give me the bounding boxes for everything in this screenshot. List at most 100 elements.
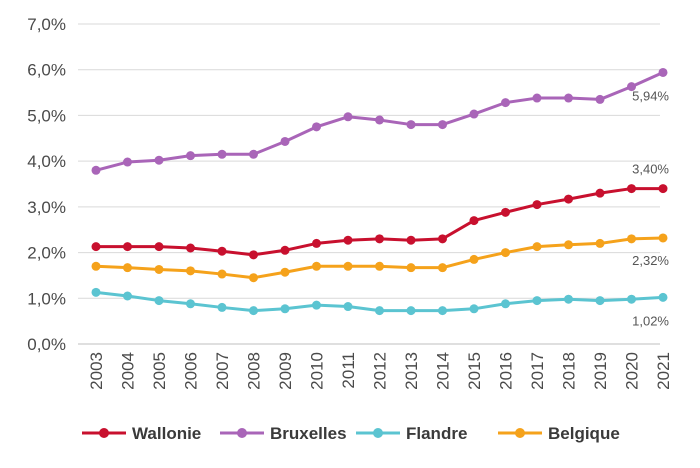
x-tick-label: 2004 [119,352,138,390]
data-point-bruxelles [438,120,447,130]
data-point-bruxelles [123,157,132,167]
x-tick-label: 2006 [182,352,201,390]
data-point-flandre [186,299,195,309]
data-point-belgique [312,261,321,271]
data-point-bruxelles [312,122,321,132]
data-point-bruxelles [627,82,636,92]
data-point-belgique [217,269,227,279]
data-point-wallonie [343,235,353,245]
y-tick-label: 4,0% [27,152,66,171]
legend-label-belgique: Belgique [548,424,620,443]
data-point-wallonie [91,242,101,252]
data-point-belgique [658,233,668,243]
data-point-wallonie [564,194,573,204]
end-labels: 3,40% 5,94% 1,02% 2,32% [632,88,669,328]
data-point-wallonie [406,235,416,245]
data-point-flandre [154,296,164,306]
data-point-wallonie [438,234,447,244]
legend-marker-wallonie [99,428,109,438]
end-label-flandre: 1,02% [632,313,669,328]
data-point-wallonie [595,188,605,198]
data-point-flandre [123,291,132,301]
x-tick-label: 2020 [623,352,642,390]
series-lines [91,67,668,316]
data-point-belgique [123,263,132,273]
data-point-bruxelles [501,98,510,108]
data-point-belgique [438,263,447,273]
x-tick-label: 2017 [528,352,547,390]
data-point-bruxelles [186,151,195,161]
x-axis: 2003 2004 2005 2006 2007 2008 2009 2010 2011 2012… [87,352,673,390]
data-point-belgique [91,261,101,271]
data-point-wallonie [123,242,132,252]
data-point-flandre [532,296,542,306]
legend-marker-flandre [373,428,383,438]
data-point-bruxelles [532,93,542,103]
x-tick-label: 2013 [402,352,421,390]
x-tick-label: 2016 [497,352,516,390]
data-point-bruxelles [280,136,290,146]
x-tick-label: 2009 [276,352,295,390]
data-point-flandre [595,296,605,306]
data-point-wallonie [627,184,636,194]
end-label-wallonie: 3,40% [632,162,669,177]
data-point-wallonie [532,200,542,210]
data-point-belgique [154,264,164,274]
data-point-wallonie [280,245,290,255]
y-tick-label: 3,0% [27,198,66,217]
legend-label-bruxelles: Bruxelles [270,424,347,443]
x-tick-label: 2015 [465,352,484,390]
y-tick-label: 1,0% [27,289,66,308]
legend-label-flandre: Flandre [406,424,467,443]
data-point-bruxelles [217,149,227,159]
legend: Wallonie Bruxelles Flandre Belgique [82,424,620,443]
data-point-flandre [343,302,353,312]
data-point-bruxelles [249,149,258,159]
data-point-wallonie [658,184,668,194]
x-tick-label: 2011 [339,352,358,389]
data-point-wallonie [375,234,384,244]
series-line-belgique [95,236,664,280]
data-point-wallonie [469,216,479,226]
data-point-belgique [532,242,542,252]
data-point-flandre [658,292,668,302]
data-point-bruxelles [564,93,573,103]
data-point-belgique [595,238,605,248]
data-point-flandre [375,306,384,316]
data-point-flandre [438,306,447,316]
data-point-belgique [501,248,510,258]
x-tick-label: 2014 [434,352,453,390]
y-tick-label: 0,0% [27,335,66,354]
y-tick-label: 2,0% [27,244,66,263]
data-point-wallonie [154,242,164,252]
data-point-flandre [312,300,321,310]
data-point-flandre [280,304,290,314]
data-point-flandre [564,294,573,304]
data-point-belgique [186,266,195,276]
data-point-flandre [469,304,479,314]
data-point-bruxelles [469,109,479,119]
data-point-flandre [627,294,636,304]
data-point-bruxelles [375,115,384,125]
end-label-belgique: 2,32% [632,253,669,268]
x-tick-label: 2018 [560,352,579,390]
data-point-flandre [249,306,258,316]
x-tick-label: 2012 [371,352,390,390]
data-point-wallonie [249,250,258,260]
end-label-bruxelles: 5,94% [632,88,669,103]
data-point-bruxelles [91,165,101,175]
data-point-belgique [627,234,636,244]
y-axis: 0,0% 1,0% 2,0% 3,0% 4,0% 5,0% 6,0% 7,0% [27,15,66,354]
data-point-wallonie [217,246,227,256]
y-tick-label: 7,0% [27,15,66,34]
data-point-belgique [249,273,258,283]
y-tick-label: 5,0% [27,106,66,125]
x-tick-label: 2007 [213,352,232,390]
data-point-belgique [469,254,479,264]
data-point-bruxelles [595,94,605,104]
x-tick-label: 2005 [150,352,169,390]
data-point-bruxelles [154,155,164,165]
data-point-wallonie [312,238,321,248]
legend-marker-bruxelles [237,428,247,438]
